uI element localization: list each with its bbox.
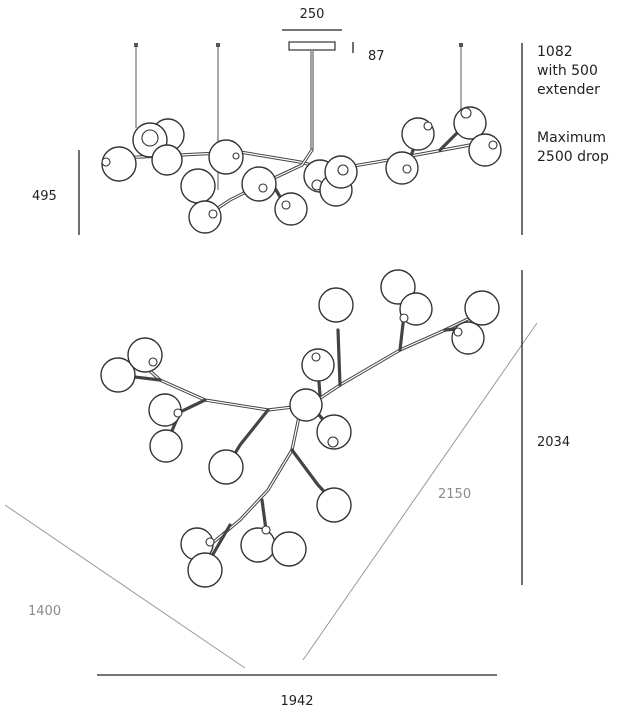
globe-socket [453, 327, 463, 337]
wire-anchor [216, 43, 220, 47]
plan-globes [100, 269, 500, 588]
globe-socket [402, 164, 412, 174]
right-diagonal-label: 2150 [438, 487, 471, 502]
globe-socket [258, 183, 268, 193]
globe [149, 429, 183, 463]
globe [316, 487, 352, 523]
globe-socket [232, 152, 240, 160]
plan-width-label: 1942 [280, 694, 313, 709]
canopy-height-label: 87 [368, 49, 385, 64]
globe-socket [311, 352, 321, 362]
globe [468, 133, 502, 167]
left-diagonal-label: 1400 [28, 604, 61, 619]
globe [188, 200, 222, 234]
globe-socket [327, 436, 339, 448]
globe [151, 144, 183, 176]
plan-arms [116, 290, 472, 570]
plan-depth-label: 2034 [537, 435, 570, 450]
globe [318, 287, 354, 323]
plan-view: 1400 2150 [4, 269, 570, 709]
globe [451, 321, 485, 355]
globe-socket [488, 140, 498, 150]
height-note-line-1: 1082 [537, 44, 573, 60]
globe-socket [460, 107, 472, 119]
max-drop-line-1: Maximum [537, 130, 606, 146]
globe [271, 531, 307, 567]
globe-socket [148, 357, 158, 367]
canopy-width-label: 250 [300, 7, 325, 22]
globe-socket [337, 164, 349, 176]
right-diagonal-line [302, 322, 538, 661]
height-note-line-3: extender [537, 82, 600, 98]
globe [464, 290, 500, 326]
globe [208, 139, 244, 175]
globe-socket [423, 121, 433, 131]
globe [289, 388, 323, 422]
globe-socket [173, 408, 183, 418]
max-drop-line-2: 2500 drop [537, 149, 609, 165]
globe-socket [141, 129, 159, 147]
wire-anchor [134, 43, 138, 47]
height-note-line-2: with 500 [537, 63, 598, 79]
globe-socket [208, 209, 218, 219]
globe-socket [205, 537, 215, 547]
globe-socket [101, 157, 111, 167]
globe [180, 168, 216, 204]
globe-socket [399, 313, 409, 323]
ceiling-canopy [288, 41, 336, 51]
globe-socket [281, 200, 291, 210]
globe [208, 449, 244, 485]
left-diagonal-line [4, 504, 246, 669]
globe [240, 527, 276, 563]
globe-socket [261, 525, 271, 535]
globe [187, 552, 223, 588]
globe [127, 337, 163, 373]
wire-anchor [459, 43, 463, 47]
globe [316, 414, 352, 450]
globe [100, 357, 136, 393]
globe [274, 192, 308, 226]
globe [385, 151, 419, 185]
side-elevation-view: 250 87 [32, 7, 609, 235]
globe [241, 166, 277, 202]
globe [301, 348, 335, 382]
side-height-label: 495 [32, 189, 57, 204]
side-globes [101, 106, 502, 234]
